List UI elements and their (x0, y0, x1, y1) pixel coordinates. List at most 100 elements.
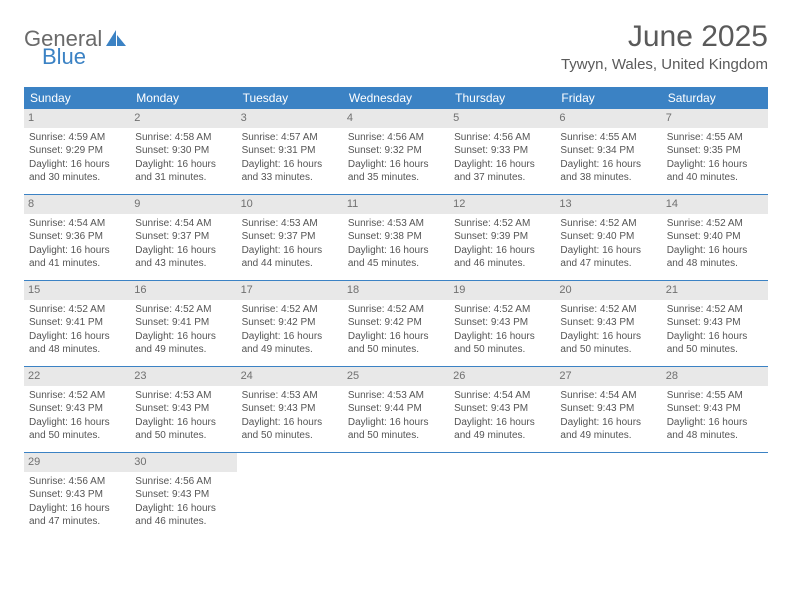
day-cell: 15Sunrise: 4:52 AMSunset: 9:41 PMDayligh… (24, 281, 130, 366)
sunrise-text: Sunrise: 4:52 AM (454, 303, 550, 317)
day2-text: and 49 minutes. (454, 429, 550, 443)
sunset-text: Sunset: 9:33 PM (454, 144, 550, 158)
day-cell: 7Sunrise: 4:55 AMSunset: 9:35 PMDaylight… (662, 109, 768, 194)
day2-text: and 48 minutes. (667, 257, 763, 271)
day1-text: Daylight: 16 hours (560, 416, 656, 430)
day2-text: and 50 minutes. (560, 343, 656, 357)
day1-text: Daylight: 16 hours (454, 158, 550, 172)
day-cell: 5Sunrise: 4:56 AMSunset: 9:33 PMDaylight… (449, 109, 555, 194)
sunrise-text: Sunrise: 4:53 AM (242, 389, 338, 403)
day2-text: and 49 minutes. (242, 343, 338, 357)
sunrise-text: Sunrise: 4:54 AM (135, 217, 231, 231)
day2-text: and 50 minutes. (454, 343, 550, 357)
day-number: 19 (449, 281, 555, 300)
sunrise-text: Sunrise: 4:56 AM (135, 475, 231, 489)
day2-text: and 43 minutes. (135, 257, 231, 271)
day-cell: 27Sunrise: 4:54 AMSunset: 9:43 PMDayligh… (555, 367, 661, 452)
day-number: 5 (449, 109, 555, 128)
sunset-text: Sunset: 9:43 PM (667, 402, 763, 416)
day1-text: Daylight: 16 hours (667, 330, 763, 344)
weekday-saturday: Saturday (662, 87, 768, 109)
day-cell: 13Sunrise: 4:52 AMSunset: 9:40 PMDayligh… (555, 195, 661, 280)
day1-text: Daylight: 16 hours (29, 502, 125, 516)
logo-sail-icon (106, 29, 128, 47)
day-number: 23 (130, 367, 236, 386)
day1-text: Daylight: 16 hours (560, 158, 656, 172)
sunrise-text: Sunrise: 4:52 AM (29, 303, 125, 317)
day2-text: and 46 minutes. (135, 515, 231, 529)
empty-cell (237, 453, 343, 539)
day-number: 17 (237, 281, 343, 300)
day1-text: Daylight: 16 hours (29, 158, 125, 172)
day-number: 13 (555, 195, 661, 214)
day-number: 10 (237, 195, 343, 214)
sunrise-text: Sunrise: 4:54 AM (560, 389, 656, 403)
header: General June 2025 Tywyn, Wales, United K… (24, 20, 768, 73)
day-cell: 16Sunrise: 4:52 AMSunset: 9:41 PMDayligh… (130, 281, 236, 366)
day1-text: Daylight: 16 hours (242, 158, 338, 172)
day2-text: and 50 minutes. (667, 343, 763, 357)
sunset-text: Sunset: 9:43 PM (560, 402, 656, 416)
location-text: Tywyn, Wales, United Kingdom (561, 56, 768, 73)
sunrise-text: Sunrise: 4:52 AM (560, 217, 656, 231)
title-block: June 2025 Tywyn, Wales, United Kingdom (561, 20, 768, 73)
weekday-friday: Friday (555, 87, 661, 109)
weekday-tuesday: Tuesday (237, 87, 343, 109)
day1-text: Daylight: 16 hours (560, 244, 656, 258)
day-cell: 17Sunrise: 4:52 AMSunset: 9:42 PMDayligh… (237, 281, 343, 366)
day1-text: Daylight: 16 hours (348, 416, 444, 430)
weekday-sunday: Sunday (24, 87, 130, 109)
day-number: 2 (130, 109, 236, 128)
day2-text: and 48 minutes. (29, 343, 125, 357)
sunset-text: Sunset: 9:43 PM (454, 316, 550, 330)
day1-text: Daylight: 16 hours (29, 244, 125, 258)
sunrise-text: Sunrise: 4:53 AM (348, 389, 444, 403)
sunrise-text: Sunrise: 4:52 AM (242, 303, 338, 317)
day2-text: and 35 minutes. (348, 171, 444, 185)
week-row: 8Sunrise: 4:54 AMSunset: 9:36 PMDaylight… (24, 195, 768, 281)
day2-text: and 44 minutes. (242, 257, 338, 271)
day-cell: 24Sunrise: 4:53 AMSunset: 9:43 PMDayligh… (237, 367, 343, 452)
day-number: 24 (237, 367, 343, 386)
day-cell: 18Sunrise: 4:52 AMSunset: 9:42 PMDayligh… (343, 281, 449, 366)
day-number: 29 (24, 453, 130, 472)
sunrise-text: Sunrise: 4:55 AM (667, 389, 763, 403)
sunset-text: Sunset: 9:43 PM (29, 488, 125, 502)
day1-text: Daylight: 16 hours (667, 158, 763, 172)
day2-text: and 46 minutes. (454, 257, 550, 271)
day-number: 15 (24, 281, 130, 300)
day2-text: and 49 minutes. (560, 429, 656, 443)
day-number: 12 (449, 195, 555, 214)
sunset-text: Sunset: 9:32 PM (348, 144, 444, 158)
day1-text: Daylight: 16 hours (29, 416, 125, 430)
sunset-text: Sunset: 9:31 PM (242, 144, 338, 158)
sunrise-text: Sunrise: 4:54 AM (454, 389, 550, 403)
day-cell: 30Sunrise: 4:56 AMSunset: 9:43 PMDayligh… (130, 453, 236, 539)
day2-text: and 50 minutes. (348, 343, 444, 357)
weekday-monday: Monday (130, 87, 236, 109)
day2-text: and 50 minutes. (348, 429, 444, 443)
day2-text: and 37 minutes. (454, 171, 550, 185)
sunrise-text: Sunrise: 4:58 AM (135, 131, 231, 145)
sunset-text: Sunset: 9:35 PM (667, 144, 763, 158)
empty-cell (343, 453, 449, 539)
sunrise-text: Sunrise: 4:52 AM (348, 303, 444, 317)
week-row: 1Sunrise: 4:59 AMSunset: 9:29 PMDaylight… (24, 109, 768, 195)
day2-text: and 50 minutes. (135, 429, 231, 443)
day2-text: and 50 minutes. (29, 429, 125, 443)
day-cell: 19Sunrise: 4:52 AMSunset: 9:43 PMDayligh… (449, 281, 555, 366)
day-cell: 3Sunrise: 4:57 AMSunset: 9:31 PMDaylight… (237, 109, 343, 194)
day-cell: 29 Sunrise: 4:56 AMSunset: 9:43 PMDayligh… (24, 453, 130, 539)
sunrise-text: Sunrise: 4:56 AM (29, 475, 125, 489)
day-cell: 23Sunrise: 4:53 AMSunset: 9:43 PMDayligh… (130, 367, 236, 452)
day1-text: Daylight: 16 hours (135, 502, 231, 516)
sunset-text: Sunset: 9:43 PM (242, 402, 338, 416)
day2-text: and 45 minutes. (348, 257, 444, 271)
week-row: 29Sunrise: 4:56 AMSunset: 9:43 PMDayligh… (24, 453, 768, 539)
day1-text: Daylight: 16 hours (667, 416, 763, 430)
sunset-text: Sunset: 9:43 PM (135, 402, 231, 416)
sunrise-text: Sunrise: 4:52 AM (667, 303, 763, 317)
sunrise-text: Sunrise: 4:52 AM (667, 217, 763, 231)
day-cell: 28Sunrise: 4:55 AMSunset: 9:43 PMDayligh… (662, 367, 768, 452)
sunset-text: Sunset: 9:43 PM (29, 402, 125, 416)
